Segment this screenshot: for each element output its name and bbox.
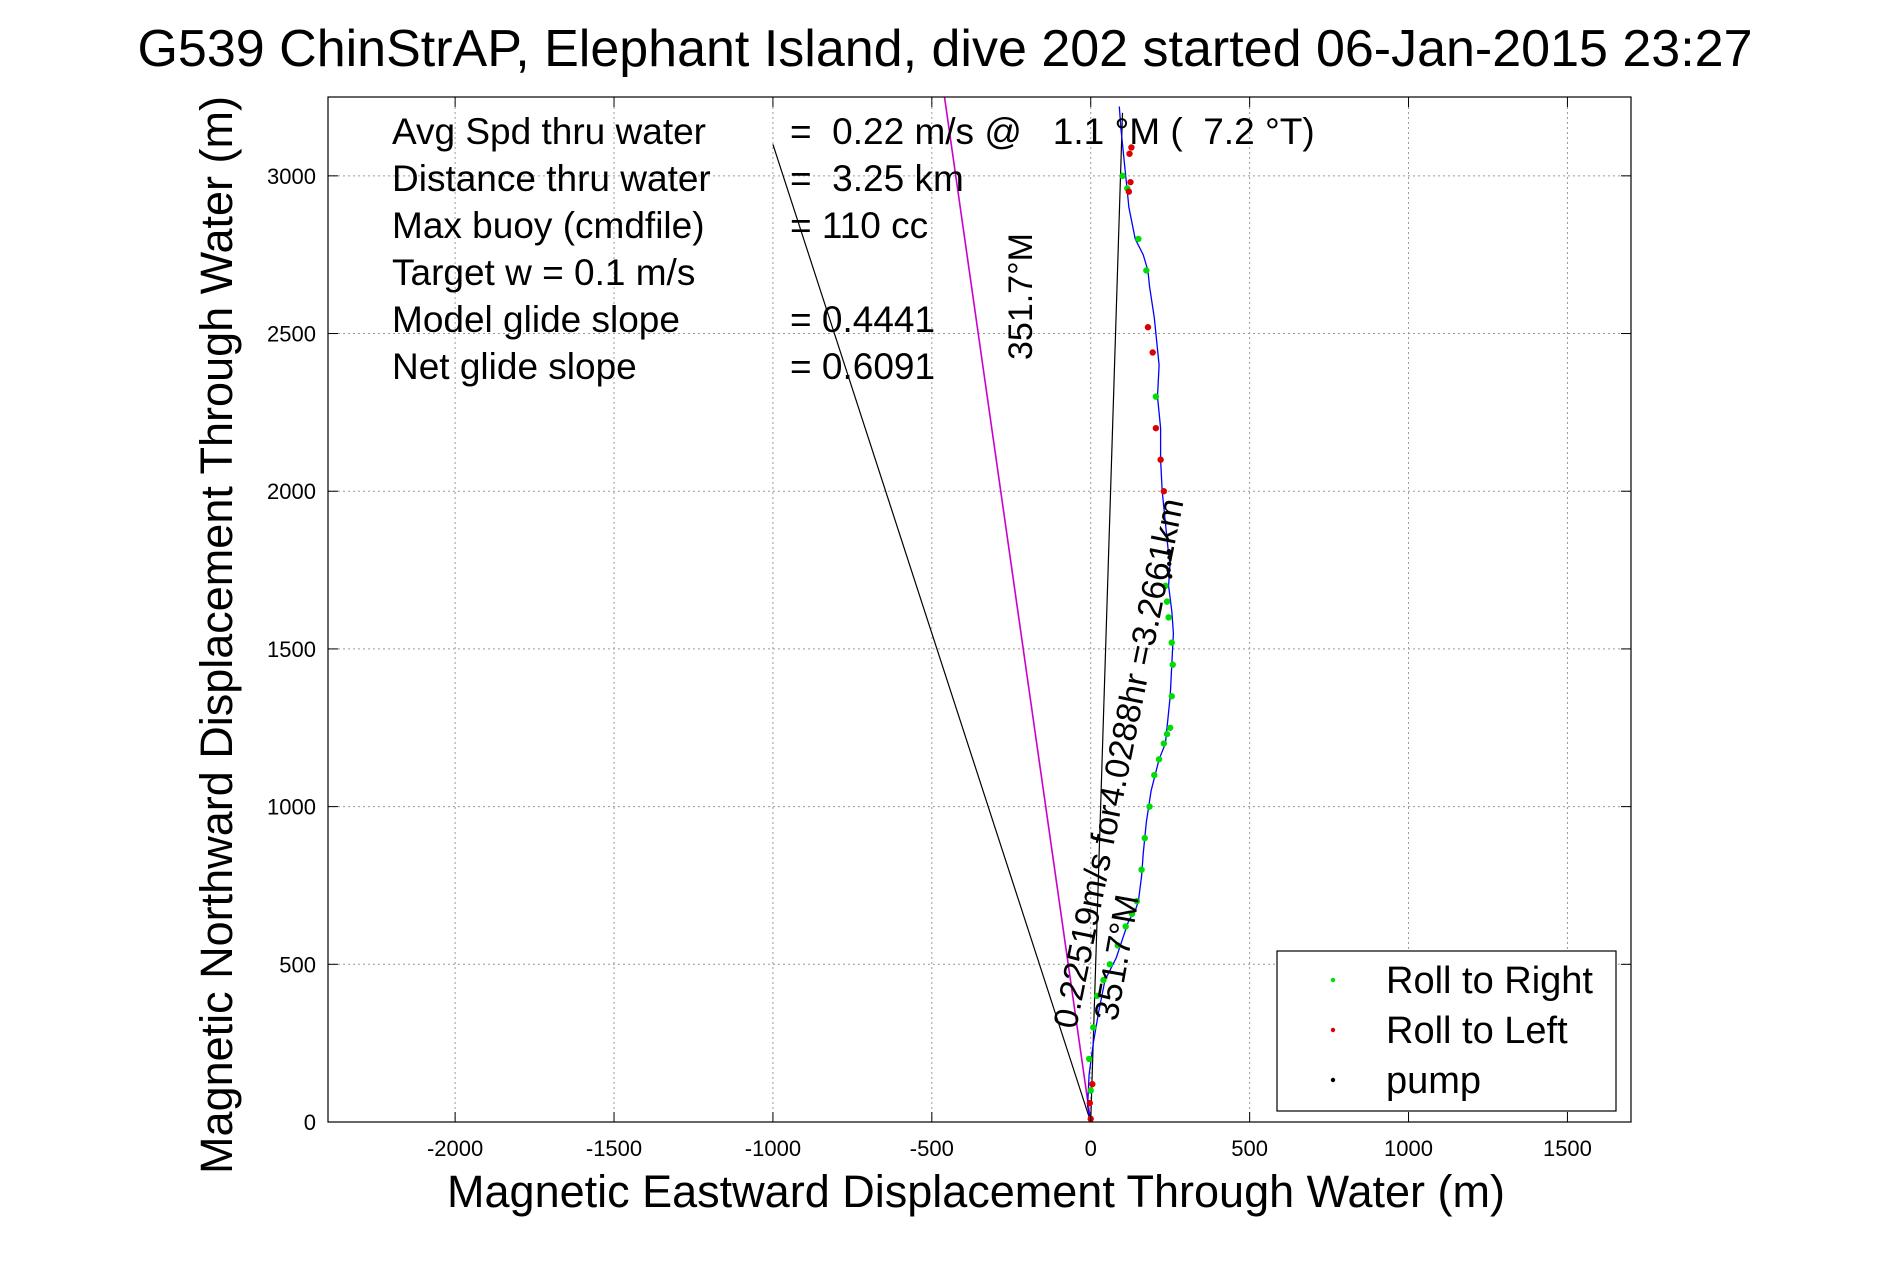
x-tick-label: 0	[1085, 1136, 1097, 1161]
pump-point	[1166, 548, 1172, 554]
roll-left-point	[1160, 488, 1168, 495]
x-axis: -2000 -1500 -1000 -500 0 500 1000 1500	[427, 97, 1592, 1161]
y-axis: 0 500 1000 1500 2000 2500 3000	[267, 164, 1631, 1135]
pump-point	[1167, 555, 1172, 560]
stat-label: Max buoy (cmdfile)	[392, 205, 705, 246]
x-tick-label: 1500	[1543, 1136, 1592, 1161]
roll-right-point	[1119, 172, 1126, 180]
roll-right-point	[1100, 976, 1107, 984]
stat-value: = 110 cc	[790, 205, 928, 246]
roll-right-point	[1114, 942, 1121, 949]
roll-left-point	[1125, 188, 1133, 195]
roll-right-point	[1133, 898, 1141, 905]
pump-point	[1166, 567, 1171, 573]
pump-point	[1167, 574, 1173, 579]
roll-left-point	[1149, 349, 1156, 356]
y-tick-label: 1000	[267, 795, 316, 820]
y-tick-label: 3000	[267, 164, 316, 189]
x-tick-label: 1000	[1384, 1136, 1433, 1161]
x-tick-label: 500	[1231, 1136, 1268, 1161]
x-tick-label: -1000	[745, 1136, 801, 1161]
legend-marker-roll-right	[1330, 977, 1336, 983]
roll-right-point	[1168, 693, 1175, 700]
roll-right-point	[1093, 992, 1101, 1000]
roll-left-point	[1128, 144, 1135, 151]
stat-label: Target w = 0.1 m/s	[392, 252, 695, 293]
y-tick-label: 1500	[267, 637, 316, 662]
x-axis-label: Magnetic Eastward Displacement Through W…	[447, 1166, 1505, 1217]
roll-right-point	[1166, 724, 1174, 731]
y-tick-label: 0	[304, 1110, 316, 1135]
roll-right-point	[1090, 1024, 1097, 1031]
roll-right-point	[1146, 803, 1153, 810]
stat-value: = 0.4441	[790, 299, 935, 340]
y-axis-label: Magnetic Northward Displacement Through …	[191, 96, 242, 1174]
legend-label-roll-right: Roll to Right	[1386, 960, 1593, 1002]
current-vector-line	[943, 96, 1092, 1123]
stats-block: Avg Spd thru water = 0.22 m/s @ 1.1 °M ( …	[392, 111, 1315, 387]
legend-marker-pump	[1330, 1077, 1336, 1083]
stat-label: Net glide slope	[392, 346, 637, 387]
roll-right-point	[1128, 910, 1136, 918]
roll-left-point	[1126, 150, 1133, 157]
roll-right-point	[1135, 235, 1142, 243]
reference-line	[1090, 112, 1124, 1123]
reference-line	[772, 144, 1092, 1123]
roll-left-point	[1127, 178, 1134, 186]
roll-right-point	[1163, 598, 1171, 605]
x-tick-label: -1500	[586, 1136, 642, 1161]
roll-right-point	[1143, 267, 1150, 274]
roll-right-point	[1160, 740, 1168, 747]
roll-right-point	[1162, 582, 1169, 590]
roll-right-point	[1106, 961, 1114, 968]
y-tick-label: 2500	[267, 322, 316, 347]
series-line-track	[1086, 106, 1175, 1123]
y-tick-label: 2000	[267, 479, 316, 504]
roll-right-point	[1155, 756, 1163, 763]
stat-label: Avg Spd thru water	[392, 111, 706, 152]
roll-left-point	[1089, 1080, 1096, 1088]
roll-left-point	[1086, 1099, 1093, 1107]
roll-right-point	[1152, 393, 1160, 400]
legend: Roll to Right Roll to Left pump	[1276, 950, 1617, 1112]
roll-left-point	[1152, 424, 1160, 432]
roll-right-point	[1165, 614, 1172, 621]
legend-label-pump: pump	[1386, 1060, 1481, 1102]
y-tick-label: 500	[279, 952, 316, 977]
plot-markers	[1085, 144, 1176, 1123]
roll-right-point	[1163, 730, 1171, 738]
stat-label: Model glide slope	[392, 299, 680, 340]
legend-marker-roll-left	[1330, 1027, 1336, 1033]
x-tick-label: -2000	[427, 1136, 483, 1161]
current-heading-label: 351.7°M	[1002, 233, 1040, 360]
legend-label-roll-left: Roll to Left	[1386, 1010, 1568, 1052]
roll-left-point	[1144, 324, 1152, 331]
plot-frame	[327, 96, 1632, 1123]
chart-title: G539 ChinStrAP, Elephant Island, dive 20…	[137, 20, 1752, 78]
roll-right-point	[1087, 1087, 1094, 1094]
roll-right-point	[1138, 866, 1145, 873]
roll-right-point	[1151, 771, 1158, 779]
roll-right-point	[1122, 923, 1129, 930]
roll-left-point	[1157, 456, 1164, 463]
roll-right-point	[1169, 661, 1176, 668]
stat-label: Distance thru water	[392, 158, 711, 199]
pump-point	[1167, 561, 1172, 566]
plot-curves	[772, 96, 1175, 1123]
roll-right-point	[1141, 834, 1148, 842]
roll-right-point	[1168, 639, 1175, 646]
stat-value: = 0.22 m/s @ 1.1 °M ( 7.2 °T)	[790, 111, 1315, 152]
x-tick-label: -500	[910, 1136, 954, 1161]
stat-value: = 3.25 km	[790, 158, 964, 199]
roll-right-point	[1085, 1055, 1093, 1063]
stat-value: = 0.6091	[790, 346, 935, 387]
